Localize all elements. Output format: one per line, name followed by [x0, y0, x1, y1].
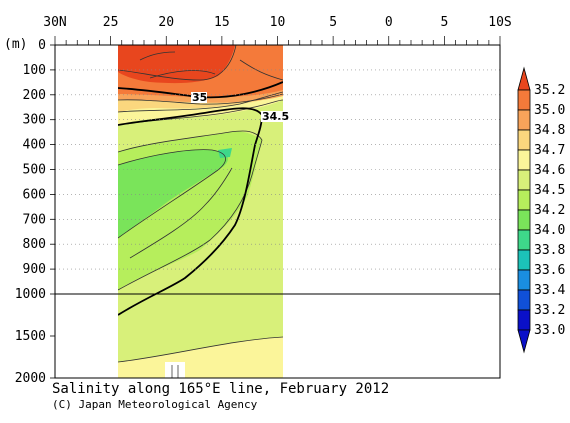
core-34.0-band [118, 149, 228, 238]
colorbar-swatch [517, 129, 531, 151]
contour-label-35: 35 [192, 91, 207, 104]
depth-unit-label: (m) [4, 37, 27, 52]
colorbar-swatch [517, 189, 531, 211]
colorbar-level-label: 33.8 [534, 243, 565, 258]
colorbar-labels: 35.2 35.0 34.8 34.7 34.6 34.5 34.2 34.0 33.8 33.6… [534, 83, 565, 338]
deep-34.6-band [118, 337, 283, 378]
colorbar-level-label: 33.0 [534, 323, 565, 338]
credit-line: (C) Japan Meteorological Agency [52, 398, 258, 411]
depth-tick-label: 300 [23, 113, 46, 128]
contour-label-34.5: 34.5 [262, 110, 289, 123]
depth-tick-label: 700 [23, 212, 46, 227]
depth-tick-label: 2000 [15, 371, 46, 386]
lat-tick-label: 5 [440, 15, 448, 30]
colorbar-level-label: 33.6 [534, 263, 565, 278]
colorbar-swatch [517, 289, 531, 311]
depth-tick-labels: 0 100 200 300 400 500 600 700 800 900 1000 1500 2000 [15, 38, 46, 386]
colorbar-level-label: 33.2 [534, 303, 565, 318]
colorbar-level-label: 35.2 [534, 83, 565, 98]
depth-ticks [50, 44, 55, 379]
lat-tick-labels: 30N 25 20 15 10 5 0 5 10S [43, 15, 511, 30]
colorbar-level-label: 34.2 [534, 203, 565, 218]
depth-tick-label: 200 [23, 88, 46, 103]
lat-tick-label: 0 [385, 15, 393, 30]
chart-caption: Salinity along 165°E line, February 2012 [52, 381, 389, 397]
colorbar-top-arrow [517, 66, 531, 91]
missing-data-notch [165, 362, 185, 378]
colorbar-swatch [517, 229, 531, 251]
colorbar-swatch [517, 109, 531, 131]
lat-tick-label: 5 [329, 15, 337, 30]
lat-minor-ticks [54, 36, 501, 45]
colorbar-level-label: 35.0 [534, 103, 565, 118]
depth-tick-label: 1500 [15, 329, 46, 344]
lat-tick-label: 10S [488, 15, 511, 30]
colorbar-swatch [517, 249, 531, 271]
colorbar-level-label: 34.7 [534, 143, 565, 158]
contour-34.5 [118, 107, 263, 316]
core-33.8-spot [218, 148, 232, 158]
depth-tick-label: 100 [23, 63, 46, 78]
depth-tick-label: 0 [38, 38, 46, 53]
depth-tick-label: 800 [23, 237, 46, 252]
colorbar-swatch [517, 169, 531, 191]
colorbar-swatch [517, 89, 531, 111]
contour-label-35-bg [191, 92, 207, 103]
depth-tick-label: 900 [23, 262, 46, 277]
lat-tick-label: 15 [214, 15, 230, 30]
colorbar-swatch [517, 269, 531, 291]
colorbar-level-label: 34.5 [534, 183, 565, 198]
depth-tick-label: 400 [23, 138, 46, 153]
colorbar-level-label: 34.8 [534, 123, 565, 138]
colorbar-level-label: 33.4 [534, 283, 565, 298]
colorbar-swatch [517, 209, 531, 231]
colorbar [517, 66, 531, 354]
depth-tick-label: 500 [23, 163, 46, 178]
colorbar-swatch [517, 309, 531, 331]
colorbar-bottom-arrow [517, 329, 531, 354]
colorbar-level-label: 34.6 [534, 163, 565, 178]
lat-tick-label: 25 [103, 15, 119, 30]
depth-tick-label: 600 [23, 187, 46, 202]
lat-tick-label: 10 [270, 15, 286, 30]
lat-tick-label: 20 [158, 15, 174, 30]
contour-label-34.5-bg [261, 111, 287, 122]
colorbar-swatch [517, 149, 531, 171]
lat-tick-label: 30N [43, 15, 66, 30]
depth-tick-label: 1000 [15, 287, 46, 302]
colorbar-level-label: 34.0 [534, 223, 565, 238]
